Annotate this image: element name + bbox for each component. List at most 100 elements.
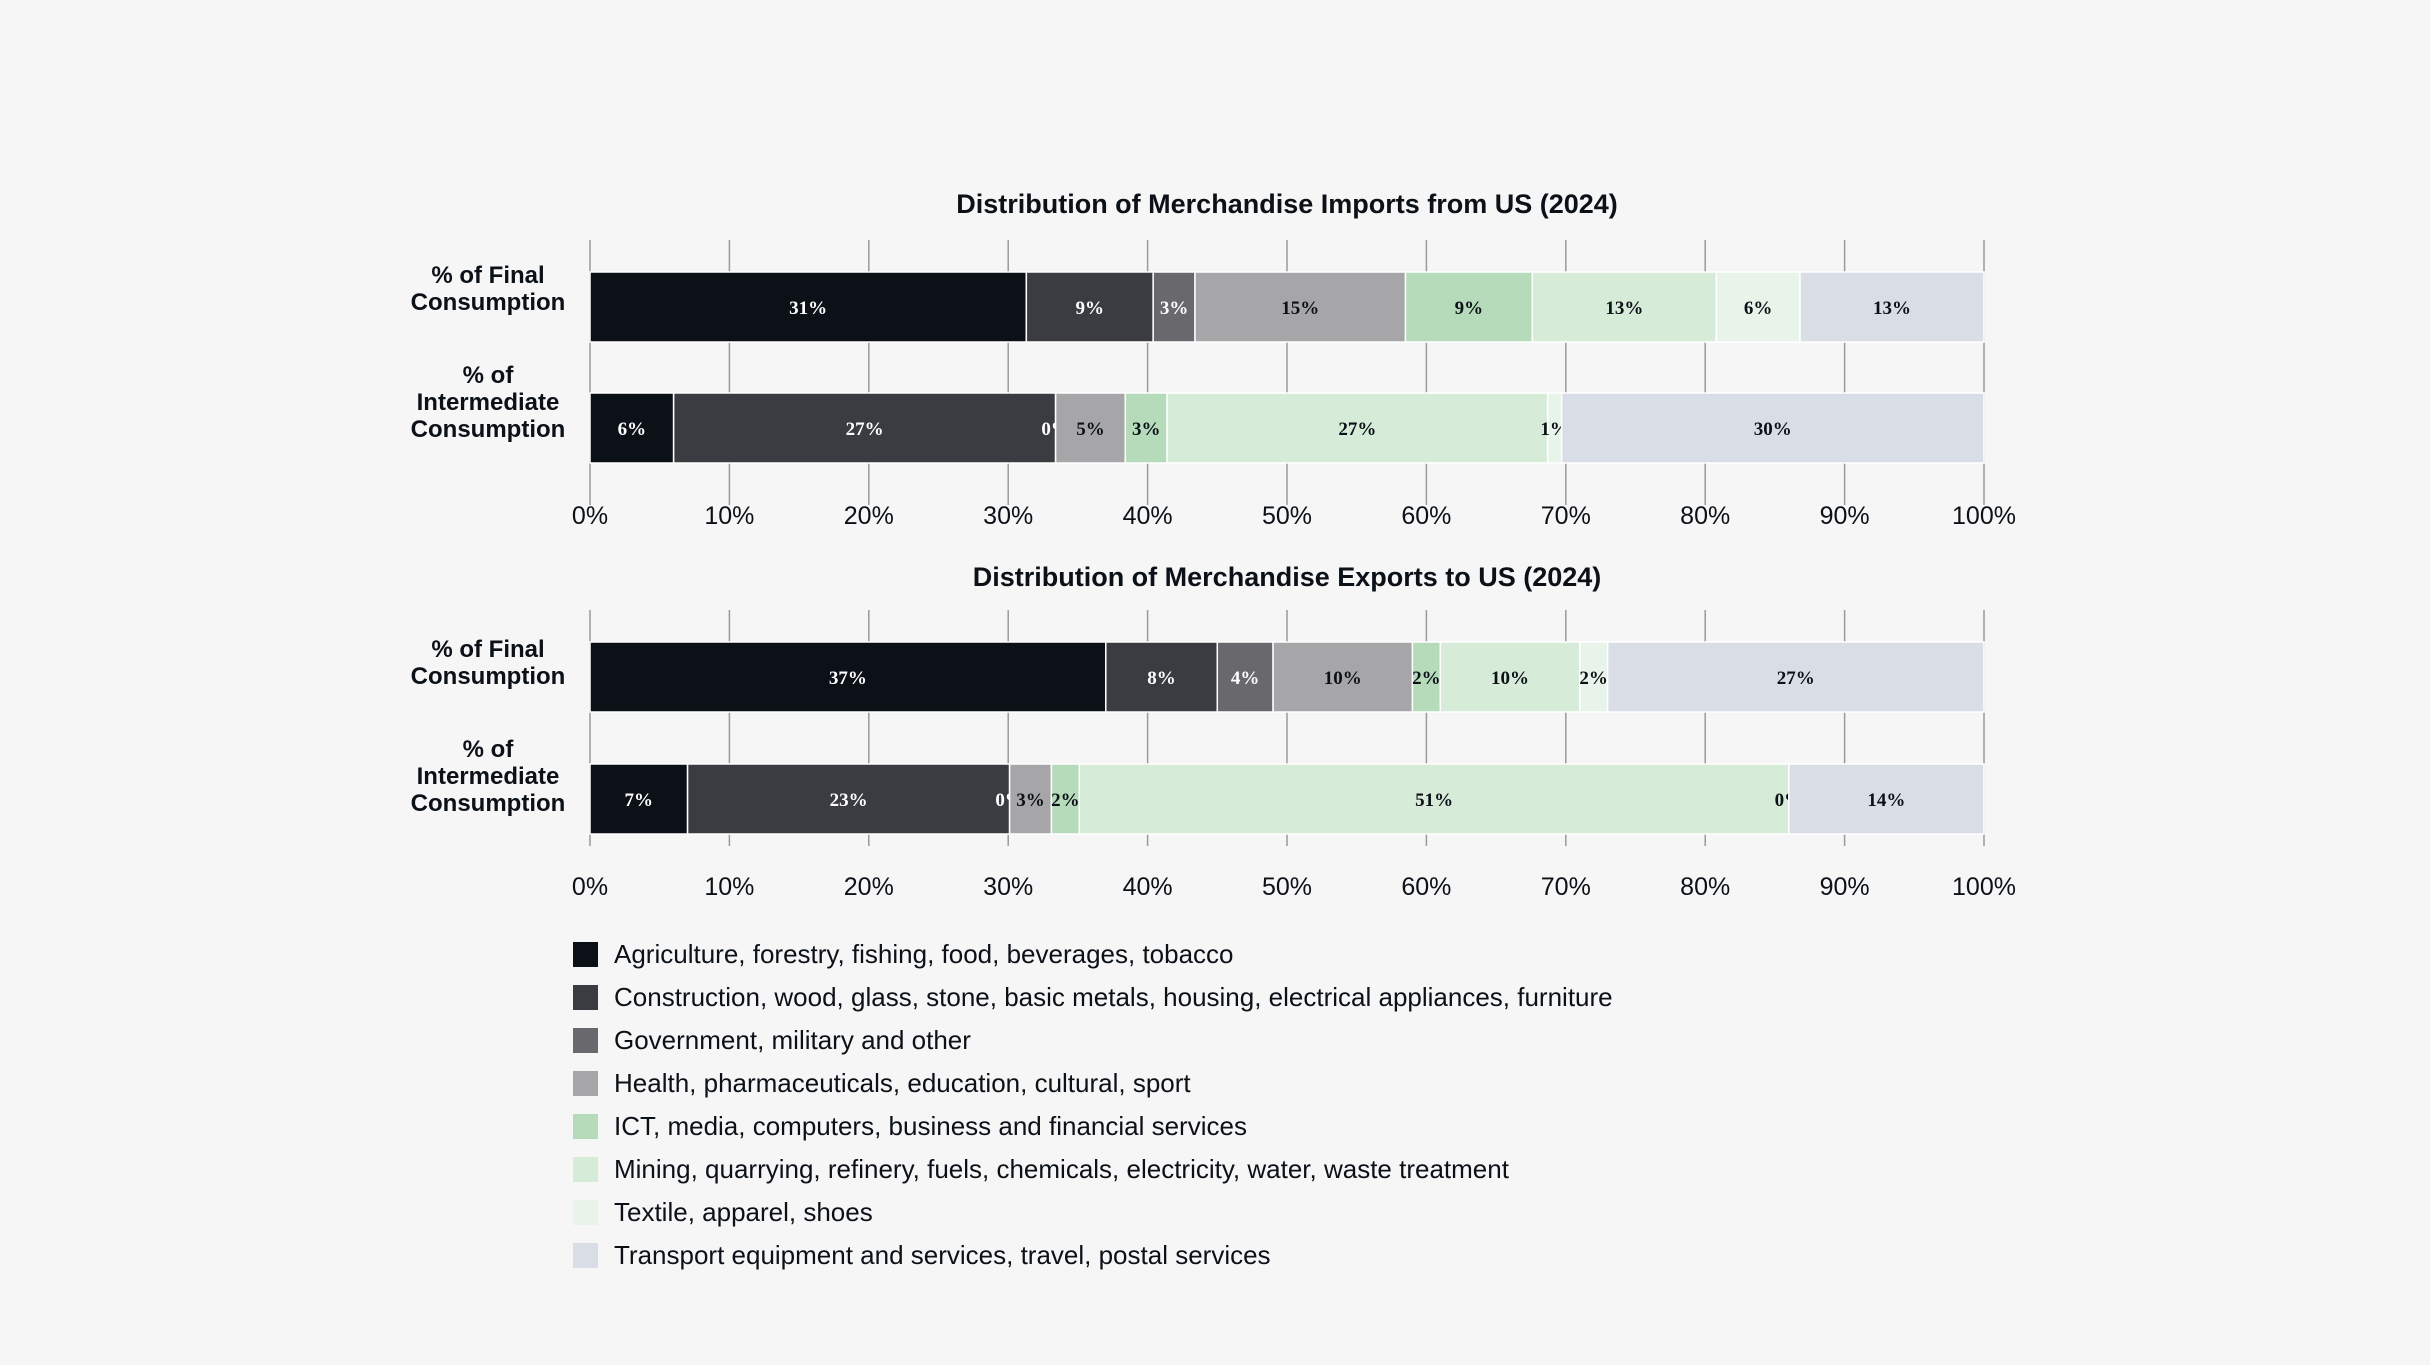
x-tick-label: 10%: [704, 502, 754, 530]
bar-segment: [1194, 271, 1407, 343]
legend-label: Transport equipment and services, travel…: [614, 1240, 1271, 1270]
x-tick-label: 90%: [1820, 873, 1870, 901]
legend-item: Mining, quarrying, refinery, fuels, chem…: [573, 1148, 1613, 1191]
x-tick-label: 0%: [572, 502, 608, 530]
bar-value-label: 2%: [1412, 668, 1441, 689]
bar-segment: [672, 392, 1057, 464]
row-label: % of Final: [431, 262, 544, 289]
bar-segment: [1105, 641, 1219, 713]
bar-value-label: 10%: [1491, 668, 1529, 689]
x-tick-label: 70%: [1541, 873, 1591, 901]
legend: Agriculture, forestry, fishing, food, be…: [573, 933, 1613, 1277]
bar-value-label: 23%: [830, 790, 868, 811]
bar-segment: [686, 763, 1011, 835]
bar-value-label: 2%: [1051, 790, 1080, 811]
legend-label: ICT, media, computers, business and fina…: [614, 1111, 1247, 1141]
bar-segment: [1025, 271, 1154, 343]
bar-value-label: 7%: [625, 790, 654, 811]
bar-value-label: 3%: [1132, 419, 1161, 440]
bar-value-label: 9%: [1455, 298, 1484, 319]
legend-swatch: [573, 985, 598, 1010]
chart-imports: Distribution of Merchandise Imports from…: [411, 189, 2016, 530]
bar-value-label: 13%: [1605, 298, 1643, 319]
bar-value-label: 51%: [1415, 790, 1453, 811]
bar-value-label: 31%: [789, 298, 827, 319]
bar-value-label: 8%: [1147, 668, 1176, 689]
row-label: % of: [463, 736, 515, 763]
x-tick-label: 40%: [1123, 502, 1173, 530]
bar-segment: [1054, 392, 1127, 464]
bar-value-label: 6%: [1744, 298, 1773, 319]
x-tick-label: 30%: [983, 873, 1033, 901]
bar-value-label: 6%: [618, 419, 647, 440]
x-tick-label: 0%: [572, 873, 608, 901]
legend-label: Health, pharmaceuticals, education, cult…: [614, 1068, 1191, 1098]
legend-item: Agriculture, forestry, fishing, food, be…: [573, 933, 1613, 976]
legend-label: Construction, wood, glass, stone, basic …: [614, 982, 1613, 1012]
bar-segment: [1788, 763, 1985, 835]
legend-swatch: [573, 942, 598, 967]
chart-exports: Distribution of Merchandise Exports to U…: [411, 562, 2016, 901]
x-tick-label: 30%: [983, 502, 1033, 530]
bar-value-label: 3%: [1160, 298, 1189, 319]
x-tick-label: 60%: [1401, 502, 1451, 530]
bar-segment: [1404, 271, 1534, 343]
bar-segment: [1715, 271, 1801, 343]
bar-segment: [1216, 641, 1274, 713]
bar-segment: [1439, 641, 1581, 713]
bar-value-label: 13%: [1873, 298, 1911, 319]
row-label: % of: [463, 362, 515, 389]
bar-value-label: 30%: [1754, 419, 1792, 440]
x-tick-label: 80%: [1680, 502, 1730, 530]
legend-item: Textile, apparel, shoes: [573, 1191, 1613, 1234]
x-tick-label: 70%: [1541, 502, 1591, 530]
bar-segment: [1411, 641, 1442, 713]
bar-value-label: 9%: [1075, 298, 1104, 319]
bar-segment: [1166, 392, 1549, 464]
legend-swatch: [573, 1157, 598, 1182]
bar-segment: [1560, 392, 1985, 464]
bar-segment: [589, 392, 675, 464]
bar-segment: [589, 763, 689, 835]
x-tick-label: 80%: [1680, 873, 1730, 901]
bar-value-label: 3%: [1016, 790, 1045, 811]
legend-swatch: [573, 1071, 598, 1096]
x-tick-label: 20%: [844, 873, 894, 901]
x-tick-label: 60%: [1401, 873, 1451, 901]
bar-value-label: 10%: [1324, 668, 1362, 689]
legend-swatch: [573, 1028, 598, 1053]
legend-swatch: [573, 1114, 598, 1139]
row-label: Consumption: [411, 790, 566, 817]
legend-item: Transport equipment and services, travel…: [573, 1234, 1613, 1277]
bar-segment: [1606, 641, 1985, 713]
bar-segment: [1078, 763, 1790, 835]
bar-segment: [1272, 641, 1414, 713]
bar-segment: [1124, 392, 1168, 464]
x-tick-label: 90%: [1820, 502, 1870, 530]
x-tick-label: 100%: [1952, 873, 2016, 901]
x-tick-label: 50%: [1262, 873, 1312, 901]
bar-value-label: 27%: [1338, 419, 1376, 440]
bar-value-label: 27%: [846, 419, 884, 440]
bar-segment: [1799, 271, 1985, 343]
bar-segment: [1008, 763, 1053, 835]
row-label: Intermediate: [417, 763, 560, 790]
legend-item: ICT, media, computers, business and fina…: [573, 1105, 1613, 1148]
x-tick-label: 40%: [1123, 873, 1173, 901]
legend-label: Agriculture, forestry, fishing, food, be…: [614, 939, 1234, 969]
legend-swatch: [573, 1243, 598, 1268]
bar-segment: [589, 641, 1107, 713]
row-label: Consumption: [411, 289, 566, 316]
bar-value-label: 27%: [1777, 668, 1815, 689]
bar-value-label: 15%: [1281, 298, 1319, 319]
legend-item: Health, pharmaceuticals, education, cult…: [573, 1062, 1613, 1105]
row-label: Consumption: [411, 416, 566, 443]
legend-label: Textile, apparel, shoes: [614, 1197, 873, 1227]
legend-label: Mining, quarrying, refinery, fuels, chem…: [614, 1154, 1509, 1184]
row-label: Consumption: [411, 663, 566, 690]
legend-label: Government, military and other: [614, 1025, 971, 1055]
x-tick-label: 100%: [1952, 502, 2016, 530]
bar-segment: [1152, 271, 1196, 343]
bar-value-label: 2%: [1579, 668, 1608, 689]
